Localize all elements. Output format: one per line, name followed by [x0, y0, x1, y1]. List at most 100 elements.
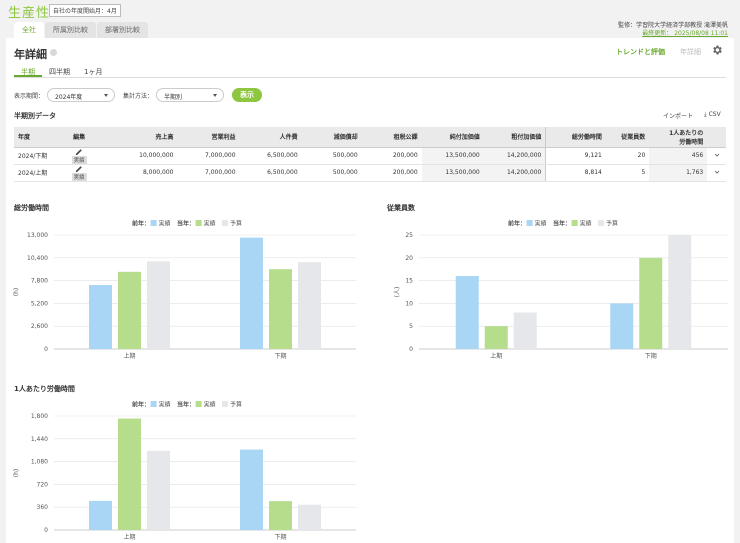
show-button[interactable]: 表示 — [232, 88, 263, 102]
cell-personnel: 6,500,000 — [239, 147, 302, 165]
bar-curr-actual-1[interactable] — [639, 257, 663, 349]
y-tick-label: 360 — [37, 504, 49, 511]
y-axis-label: (人) — [394, 287, 401, 298]
tab-department-compare[interactable]: 部署別比較 — [97, 22, 148, 38]
legend-curr-budget: 予算 — [230, 220, 242, 228]
csv-label: CSV — [708, 111, 721, 118]
bar-prev-actual-0[interactable] — [89, 284, 112, 349]
tab-half-year[interactable]: 半期 — [14, 65, 42, 77]
x-tick-label: 上期 — [123, 533, 135, 541]
legend-curr-budget: 予算 — [230, 401, 242, 409]
table-header-row: 年度 編集 売上高 営業利益 人件費 減価償却 租税公課 純付加価値 粗付加価値… — [14, 127, 726, 148]
cell-period: 2024/下期 — [14, 147, 64, 165]
y-tick-label: 20 — [405, 255, 413, 262]
bar-prev-actual-1[interactable] — [240, 449, 263, 530]
period-tabs: 半期 四半期 1ヶ月 — [14, 65, 726, 78]
bar-prev-actual-0[interactable] — [455, 276, 479, 349]
y-tick-label: 7,800 — [31, 278, 48, 285]
import-link[interactable]: インポート — [663, 113, 694, 120]
legend-prev-actual: 実績 — [535, 220, 547, 228]
bar-curr-actual-0[interactable] — [484, 326, 508, 349]
tab-company[interactable]: 全社 — [14, 22, 44, 38]
chart-title-total-hours: 総労働時間 — [14, 204, 49, 212]
legend-swatch-curr-budget — [598, 220, 604, 226]
cell-expand — [707, 164, 726, 182]
bar-curr-actual-1[interactable] — [269, 269, 292, 349]
chevron-down-icon[interactable] — [714, 152, 720, 158]
pencil-icon[interactable] — [75, 165, 83, 173]
cell-sales: 10,000,000 — [94, 147, 178, 165]
cell-gross-va: 14,200,000 — [483, 164, 547, 182]
chart-title-employees: 従業員数 — [387, 204, 415, 212]
cell-gross-va: 14,200,000 — [483, 147, 547, 165]
col-gross-va: 粗付加価値 — [483, 127, 547, 148]
chevron-down-icon — [213, 94, 218, 97]
tab-quarter[interactable]: 四半期 — [49, 68, 70, 76]
cell-employees: 5 — [605, 164, 650, 182]
gear-icon[interactable] — [711, 44, 723, 56]
cell-net-va: 13,500,000 — [421, 147, 484, 165]
bar-curr-actual-0[interactable] — [118, 418, 141, 530]
period-select[interactable]: 2024年度 — [47, 88, 116, 102]
legend-curr-label: 当年： — [177, 220, 195, 228]
method-select[interactable]: 半期別 — [156, 88, 225, 102]
legend-prev-label: 前年： — [132, 401, 150, 409]
cell-per-person: 456 — [649, 147, 708, 165]
col-per-person-line1: 1人あたりの — [669, 129, 704, 137]
bar-prev-actual-1[interactable] — [240, 237, 263, 349]
cell-net-va: 13,500,000 — [421, 164, 484, 182]
main-tabs: 全社 所属別比較 部署別比較 — [14, 22, 149, 38]
bar-curr-actual-1[interactable] — [269, 501, 292, 530]
legend-swatch-curr-budget — [222, 401, 228, 407]
pencil-icon[interactable] — [75, 148, 83, 156]
chevron-down-icon[interactable] — [714, 169, 720, 175]
help-icon[interactable] — [50, 49, 57, 56]
legend-curr-label: 当年： — [553, 220, 571, 228]
tab-affiliation-compare[interactable]: 所属別比較 — [45, 22, 96, 38]
trend-link[interactable]: トレンドと評価 — [616, 48, 665, 56]
legend-prev-actual: 実績 — [159, 220, 171, 228]
cell-edit: 実績 — [63, 164, 95, 182]
y-tick-label: 5 — [409, 323, 413, 330]
col-per-person-line2: 労働時間 — [679, 138, 704, 146]
cell-op-profit: 7,000,000 — [177, 164, 240, 182]
bar-curr-budget-1[interactable] — [298, 504, 321, 530]
bar-prev-actual-1[interactable] — [610, 303, 634, 349]
x-tick-label: 下期 — [274, 533, 286, 541]
cell-op-profit: 7,000,000 — [177, 147, 240, 165]
tab-month[interactable]: 1ヶ月 — [84, 68, 103, 76]
bar-curr-budget-0[interactable] — [147, 450, 170, 530]
last-updated-link[interactable]: 最終更新： 2025/08/08 11:01 — [642, 30, 728, 37]
bar-curr-budget-0[interactable] — [147, 261, 170, 349]
col-sales: 売上高 — [94, 127, 178, 148]
table-title: 半期別データ — [14, 112, 56, 120]
legend-prev-label: 前年： — [508, 220, 526, 228]
cell-sales: 8,000,000 — [94, 164, 178, 182]
col-hours: 総労働時間 — [545, 127, 606, 148]
table-row: 2024/下期 実績 10,000,000 7,000,000 6,500,00… — [14, 147, 726, 165]
half-year-table: 年度 編集 売上高 営業利益 人件費 減価償却 租税公課 純付加価値 粗付加価値… — [14, 127, 726, 182]
download-icon: ⤓ — [704, 111, 707, 118]
bar-prev-actual-0[interactable] — [89, 500, 112, 530]
fiscal-year-badge: 自社の年度開始月：4月 — [49, 4, 121, 17]
bar-curr-budget-1[interactable] — [668, 235, 692, 349]
legend-curr-budget: 予算 — [606, 220, 618, 228]
legend-swatch-prev-actual — [150, 220, 157, 226]
cell-depreciation: 500,000 — [301, 147, 362, 165]
y-tick-label: 2,600 — [31, 323, 48, 330]
y-tick-label: 720 — [37, 481, 49, 488]
chart-per-person-hours: 前年： 実績 当年： 実績 予算(h)03607201,0801,4401,800上期下… — [13, 401, 356, 541]
y-tick-label: 25 — [405, 232, 413, 239]
year-detail-link[interactable]: 年詳細 — [680, 48, 701, 56]
legend-curr-actual: 実績 — [580, 220, 592, 228]
legend-swatch-curr-actual — [571, 220, 578, 226]
csv-download-link[interactable]: ⤓ CSV — [704, 111, 721, 119]
bar-curr-budget-0[interactable] — [513, 312, 537, 349]
col-per-person: 1人あたりの 労働時間 — [649, 127, 708, 148]
legend-prev-actual: 実績 — [159, 401, 171, 409]
bar-curr-budget-1[interactable] — [298, 262, 321, 349]
bar-curr-actual-0[interactable] — [118, 271, 141, 349]
col-depreciation: 減価償却 — [301, 127, 362, 148]
method-label: 集計方法： — [123, 92, 154, 100]
cell-hours: 9,121 — [545, 147, 606, 165]
